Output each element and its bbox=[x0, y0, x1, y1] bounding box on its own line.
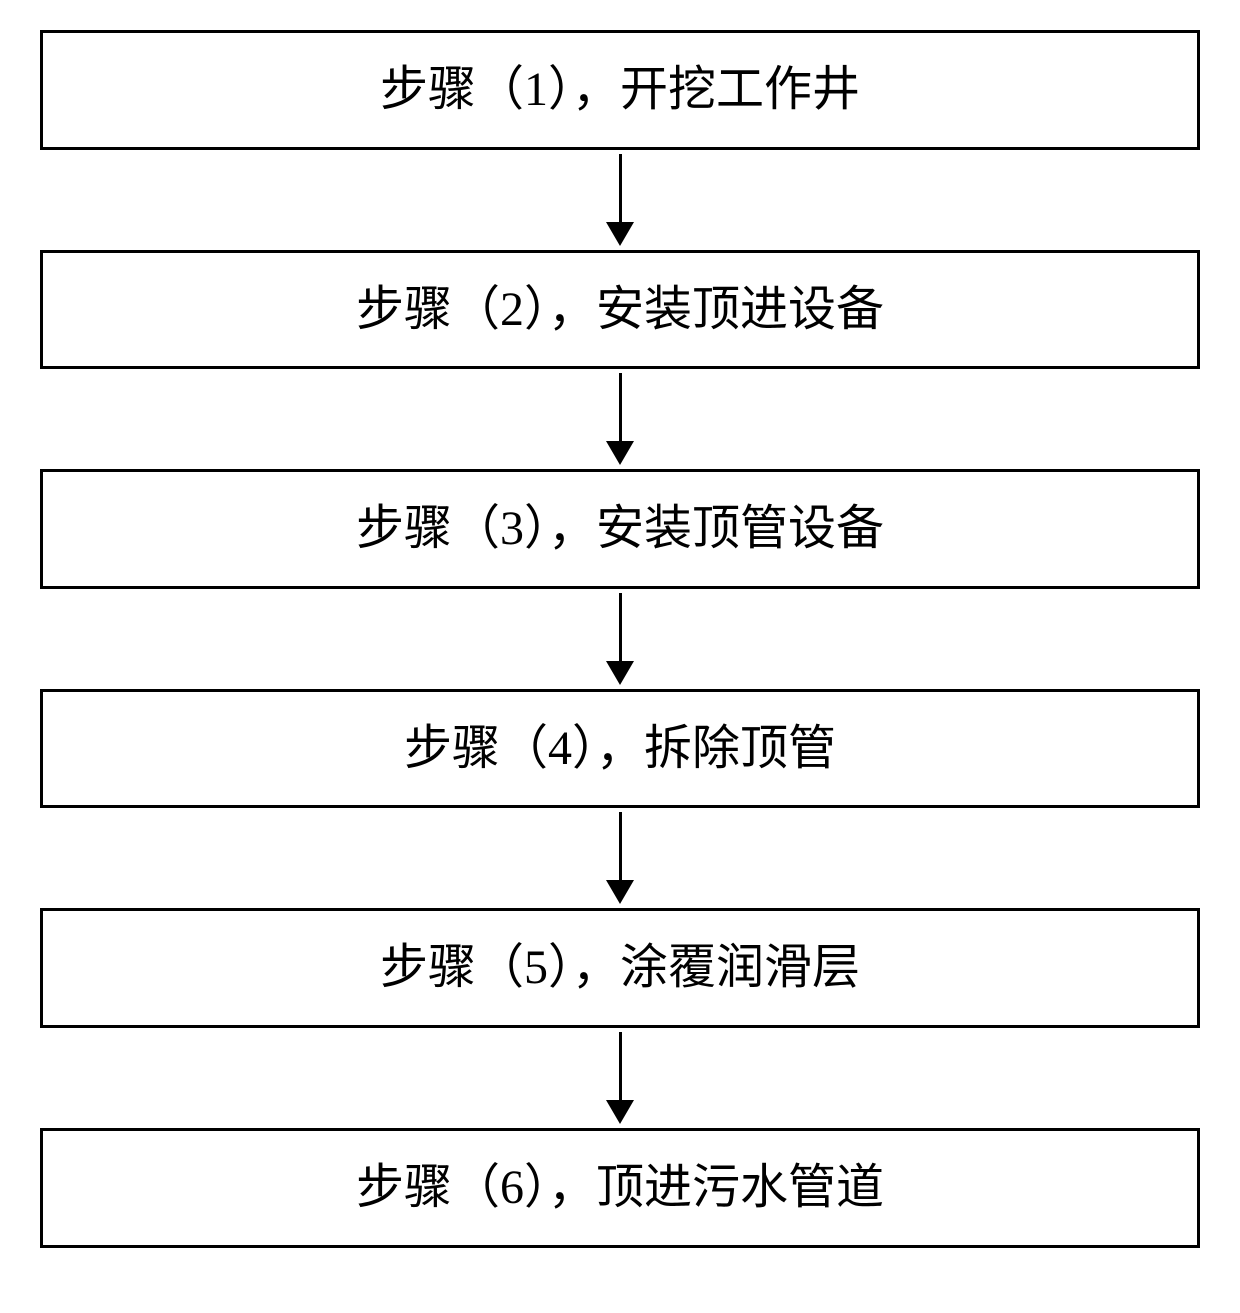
step-box-6: 步骤（6），顶进污水管道 bbox=[40, 1128, 1200, 1248]
arrow-line bbox=[619, 373, 622, 443]
step-label: 步骤（6），顶进污水管道 bbox=[356, 1161, 884, 1214]
step-label: 步骤（2），安装顶进设备 bbox=[356, 283, 884, 336]
step-box-3: 步骤（3），安装顶管设备 bbox=[40, 469, 1200, 589]
arrow-head-icon bbox=[606, 1100, 634, 1124]
arrow-head-icon bbox=[606, 880, 634, 904]
step-box-4: 步骤（4），拆除顶管 bbox=[40, 689, 1200, 809]
arrow-1 bbox=[606, 150, 634, 250]
arrow-4 bbox=[606, 808, 634, 908]
step-box-2: 步骤（2），安装顶进设备 bbox=[40, 250, 1200, 370]
arrow-head-icon bbox=[606, 661, 634, 685]
step-label: 步骤（1），开挖工作井 bbox=[380, 63, 860, 116]
arrow-head-icon bbox=[606, 222, 634, 246]
step-box-1: 步骤（1），开挖工作井 bbox=[40, 30, 1200, 150]
arrow-3 bbox=[606, 589, 634, 689]
step-label: 步骤（3），安装顶管设备 bbox=[356, 502, 884, 555]
arrow-head-icon bbox=[606, 441, 634, 465]
arrow-5 bbox=[606, 1028, 634, 1128]
arrow-line bbox=[619, 812, 622, 882]
arrow-line bbox=[619, 593, 622, 663]
step-label: 步骤（5），涂覆润滑层 bbox=[380, 941, 860, 994]
arrow-2 bbox=[606, 369, 634, 469]
flowchart-container: 步骤（1），开挖工作井 步骤（2），安装顶进设备 步骤（3），安装顶管设备 步骤… bbox=[40, 30, 1200, 1248]
step-box-5: 步骤（5），涂覆润滑层 bbox=[40, 908, 1200, 1028]
arrow-line bbox=[619, 154, 622, 224]
arrow-line bbox=[619, 1032, 622, 1102]
step-label: 步骤（4），拆除顶管 bbox=[404, 722, 836, 775]
